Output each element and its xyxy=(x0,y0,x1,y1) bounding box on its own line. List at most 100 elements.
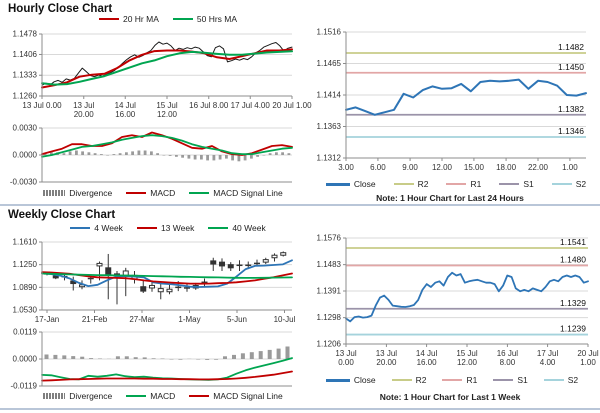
legend-item-close: Close xyxy=(325,375,376,385)
line-swatch-icon xyxy=(543,379,564,381)
pivot-24h-note: Note: 1 Hour Chart for Last 24 Hours xyxy=(376,193,524,203)
svg-text:1.0890: 1.0890 xyxy=(13,283,38,292)
weekly-macd-legend: Divergence MACD MACD Signal Line xyxy=(30,391,296,401)
svg-text:1.0530: 1.0530 xyxy=(13,306,38,315)
pivot-24h-chart: 1.1516 1.1465 1.1414 1.1363 1.1312 1.1482 1.14… xyxy=(317,28,587,172)
svg-text:1.1391: 1.1391 xyxy=(317,287,342,296)
legend-item-macd-signal-line: MACD Signal Line xyxy=(189,391,283,401)
legend-item-13-week: 13 Week xyxy=(136,223,195,233)
line-swatch-icon xyxy=(493,379,514,381)
line-swatch-icon xyxy=(136,227,157,229)
legend-item-divergence: Divergence xyxy=(43,188,112,198)
line-swatch-icon xyxy=(189,192,210,194)
svg-text:1.1516: 1.1516 xyxy=(317,28,342,37)
legend-label: S1 xyxy=(523,179,534,189)
legend-label: 20 Hr MA xyxy=(122,14,159,24)
svg-text:0.0030: 0.0030 xyxy=(13,124,38,133)
line-swatch-icon xyxy=(98,18,119,20)
legend-item-s1: S1 xyxy=(499,179,534,189)
svg-text:20 Jul 1.00: 20 Jul 1.00 xyxy=(272,101,312,110)
legend-label: MACD xyxy=(150,391,176,401)
hourly-chart-title: Hourly Close Chart xyxy=(8,3,113,15)
legend-label: S2 xyxy=(575,179,587,189)
svg-text:12.00: 12.00 xyxy=(432,163,453,172)
legend-label: R2 xyxy=(417,179,429,189)
bar-swatch-icon xyxy=(43,393,66,399)
legend-item-macd-signal-line: MACD Signal Line xyxy=(189,188,283,198)
legend-item-r1: R1 xyxy=(442,375,477,385)
svg-text:1.1312: 1.1312 xyxy=(317,154,342,163)
legend-item-s2: S2 xyxy=(551,179,587,189)
weekly-price-legend: 4 Week 13 Week 40 Week xyxy=(40,223,296,233)
legend-item-r2: R2 xyxy=(391,375,426,385)
legend-label: S1 xyxy=(517,375,528,385)
svg-text:1.1414: 1.1414 xyxy=(317,91,342,100)
weekly-macd-chart: 0.0119 0.0000 -0.0119 xyxy=(10,328,293,391)
legend-item-s2: S2 xyxy=(543,375,578,385)
svg-text:1.1260: 1.1260 xyxy=(13,92,38,101)
svg-text:17-Jan: 17-Jan xyxy=(35,315,59,324)
hourly-price-legend: 20 Hr MA 50 Hrs MA xyxy=(40,14,296,24)
svg-text:10-Jul: 10-Jul xyxy=(274,315,296,324)
line-swatch-icon xyxy=(325,182,350,186)
legend-item-r1: R1 xyxy=(446,179,481,189)
pivot-24h-legend: Close R2 R1 S1 S2 xyxy=(322,179,590,189)
legend-item-macd: MACD xyxy=(126,391,175,401)
line-swatch-icon xyxy=(126,395,147,397)
legend-label: R1 xyxy=(466,375,478,385)
legend-label: MACD Signal Line xyxy=(213,188,283,198)
svg-text:1.1382: 1.1382 xyxy=(558,104,584,114)
svg-text:0.0000: 0.0000 xyxy=(13,355,38,364)
svg-text:1.1610: 1.1610 xyxy=(13,238,38,247)
svg-text:1.1465: 1.1465 xyxy=(317,59,342,68)
legend-label: Divergence xyxy=(69,391,113,401)
svg-text:16 Jul 8.00: 16 Jul 8.00 xyxy=(189,101,229,110)
svg-text:27-Mar: 27-Mar xyxy=(129,315,155,324)
legend-label: Close xyxy=(353,375,376,385)
svg-text:22.00: 22.00 xyxy=(528,163,549,172)
svg-text:0.0119: 0.0119 xyxy=(13,328,37,337)
svg-text:21-Feb: 21-Feb xyxy=(82,315,108,324)
hourly-macd-legend: Divergence MACD MACD Signal Line xyxy=(30,188,296,198)
line-swatch-icon xyxy=(189,395,210,397)
legend-item-4-week: 4 Week xyxy=(70,223,123,233)
svg-text:15.00: 15.00 xyxy=(464,163,485,172)
legend-label: 50 Hrs MA xyxy=(196,14,238,24)
svg-text:1.1482: 1.1482 xyxy=(558,42,584,52)
pivot-1w-note: Note: 1 Hour Chart for Last 1 Week xyxy=(379,392,521,402)
svg-text:5-Jun: 5-Jun xyxy=(227,315,247,324)
line-swatch-icon xyxy=(391,379,412,381)
legend-label: MACD xyxy=(150,188,176,198)
legend-item-macd: MACD xyxy=(126,188,175,198)
svg-text:1.1478: 1.1478 xyxy=(13,30,38,39)
svg-text:1.00: 1.00 xyxy=(562,163,578,172)
line-swatch-icon xyxy=(325,378,350,382)
svg-text:1.1406: 1.1406 xyxy=(13,50,38,59)
svg-text:1.1250: 1.1250 xyxy=(13,260,38,269)
hourly-macd-chart: 0.0030 0.0000 -0.0030 xyxy=(10,124,293,187)
legend-label: 13 Week xyxy=(160,223,195,233)
section-divider xyxy=(0,204,600,206)
legend-label: 4 Week xyxy=(94,223,123,233)
svg-text:1.1298: 1.1298 xyxy=(317,313,342,322)
svg-text:18.00: 18.00 xyxy=(496,163,517,172)
line-swatch-icon xyxy=(172,18,193,20)
line-swatch-icon xyxy=(551,183,572,185)
legend-item-r2: R2 xyxy=(393,179,429,189)
line-swatch-icon xyxy=(70,227,91,229)
svg-text:-0.0119: -0.0119 xyxy=(10,382,37,391)
legend-item-40-week: 40 Week xyxy=(208,223,266,233)
svg-text:1.1576: 1.1576 xyxy=(317,234,342,243)
pivot-1w-legend: Close R2 R1 S1 S2 xyxy=(314,375,590,385)
line-swatch-icon xyxy=(446,183,467,185)
legend-item-s1: S1 xyxy=(493,375,528,385)
legend-label: Divergence xyxy=(69,188,113,198)
svg-text:-0.0030: -0.0030 xyxy=(10,178,38,187)
